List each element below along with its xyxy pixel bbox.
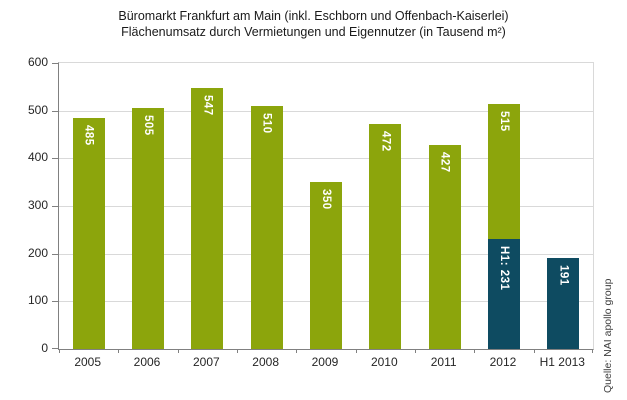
x-label-2010: 2010 <box>370 355 398 369</box>
bar-segment-blue: 191 <box>547 257 580 349</box>
bar-2010: 472 <box>369 124 402 349</box>
y-tick-label-0: 0 <box>41 341 48 355</box>
bar-cell-2010: 472 <box>356 124 415 349</box>
source-label: Quelle: NAI apollo group <box>602 278 614 393</box>
y-tick-label-500: 500 <box>27 102 48 117</box>
y-tick-label-400: 400 <box>27 150 48 165</box>
bar-segment-green: 510 <box>250 105 283 349</box>
bar-2009: 350 <box>309 182 342 349</box>
bar-cell-2007: 547 <box>178 88 237 349</box>
bar-cell-2005: 485 <box>59 117 118 349</box>
bar-segment-blue: H1: 231 <box>487 238 520 349</box>
y-tick-label-300: 300 <box>27 198 48 212</box>
x-axis-tick <box>592 349 593 353</box>
x-axis-tick <box>296 349 297 353</box>
x-axis-tick <box>59 349 60 353</box>
bar-2011: 427 <box>428 145 461 349</box>
bar-2012: 515 H1: 231 <box>487 103 520 349</box>
x-label-2007: 2007 <box>192 355 220 369</box>
x-label-2011: 2011 <box>430 355 457 369</box>
x-axis-tick <box>237 349 238 353</box>
x-axis-tick <box>415 349 416 353</box>
bar-segment-green: 505 <box>131 108 164 349</box>
x-label-2009: 2009 <box>311 355 339 369</box>
bar-cell-2011: 427 <box>415 145 474 349</box>
bar-value-label: 515 <box>497 110 510 132</box>
y-axis-tick <box>52 348 58 349</box>
bar-segment-green: 472 <box>369 124 402 349</box>
bar-2008: 510 <box>250 105 283 349</box>
y-tick-label-200: 200 <box>27 245 48 260</box>
y-tick-label-100: 100 <box>27 293 48 308</box>
bar-segment-green: 427 <box>428 145 461 349</box>
bar-value-label: 427 <box>438 152 451 174</box>
chart-title-line1: Büromarkt Frankfurt am Main (inkl. Eschb… <box>118 9 509 23</box>
bar-cell-2012: 515 H1: 231 <box>474 103 533 349</box>
bar-cell-2009: 350 <box>296 182 355 349</box>
bar-value-label: 191 <box>557 264 570 286</box>
bar-segment-green: 547 <box>191 88 224 349</box>
x-axis-tick <box>356 349 357 353</box>
bar-cell-H1 2013: 191 <box>534 257 593 349</box>
x-label-2008: 2008 <box>252 355 279 369</box>
bar-value-label: 547 <box>201 95 214 116</box>
bars-layer: 485 505 547 510 350 472 427 515 H1: 231 191 <box>59 63 593 349</box>
y-axis-tick <box>52 206 58 207</box>
bar-cell-2008: 510 <box>237 105 296 349</box>
y-axis-tick <box>52 110 58 112</box>
bar-H1 2013: 191 <box>547 257 580 349</box>
x-axis-tick <box>534 349 535 353</box>
y-axis-tick <box>52 63 58 64</box>
gridline-400 <box>59 158 593 160</box>
bar-segment-green: 515 <box>487 103 520 239</box>
bar-2006: 505 <box>131 108 164 349</box>
y-tick-label-600: 600 <box>27 55 48 69</box>
x-axis-tick <box>118 349 119 353</box>
bar-value-label: H1: 231 <box>497 245 510 291</box>
x-axis-tick <box>474 349 475 353</box>
x-label-2005: 2005 <box>74 355 102 369</box>
chart-title: Büromarkt Frankfurt am Main (inkl. Eschb… <box>0 8 627 40</box>
y-axis-tick <box>52 301 58 303</box>
gridline-500 <box>59 110 593 112</box>
y-axis-labels: 0 100 200 300 400 500 600 <box>0 55 48 355</box>
x-label-2006: 2006 <box>133 355 161 369</box>
x-axis-tick <box>178 349 179 353</box>
bar-value-label: 472 <box>379 131 392 152</box>
bar-value-label: 505 <box>141 115 154 136</box>
bar-value-label: 510 <box>260 112 273 134</box>
x-label-H1 2013: H1 2013 <box>539 355 585 369</box>
chart-title-line2: Flächenumsatz durch Vermietungen und Eig… <box>121 25 506 39</box>
y-axis-tick <box>52 253 58 255</box>
bar-2005: 485 <box>72 117 105 349</box>
bar-segment-green: 485 <box>72 117 105 349</box>
bar-value-label: 350 <box>319 189 332 210</box>
y-axis-tick <box>52 158 58 160</box>
x-axis-labels: 2005 2006 2007 2008 2009 2010 2011 2012 H1 2013 <box>58 355 592 369</box>
bar-value-label: 485 <box>82 124 95 146</box>
bar-segment-green: 350 <box>309 182 342 349</box>
bar-cell-2006: 505 <box>118 108 177 349</box>
bar-2007: 547 <box>191 88 224 349</box>
x-label-2012: 2012 <box>489 355 517 369</box>
plot-area: 485 505 547 510 350 472 427 515 H1: 231 191 <box>52 62 594 353</box>
